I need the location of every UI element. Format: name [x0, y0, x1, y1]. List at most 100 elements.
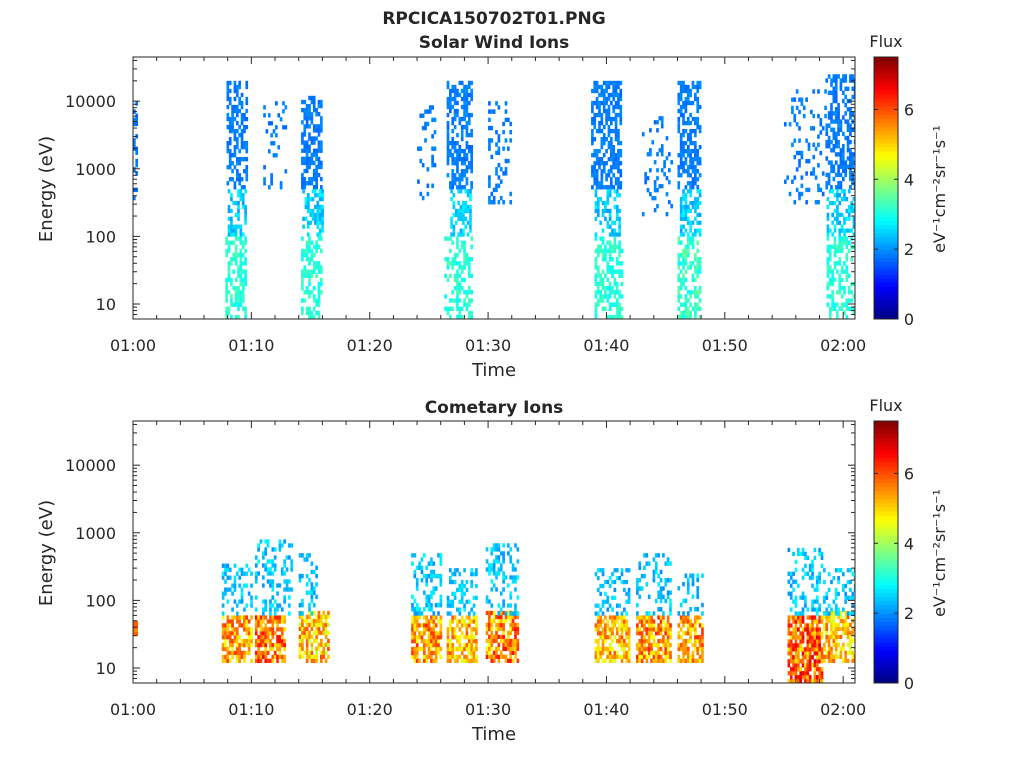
cometary-ions-flux-cell	[664, 639, 668, 644]
solar-wind-ions-flux-cell	[226, 140, 230, 146]
cometary-ions-flux-cell	[613, 635, 617, 640]
cometary-ions-flux-cell	[830, 579, 833, 585]
solar-wind-ions-flux-cell	[826, 228, 830, 233]
solar-wind-ions-colorbar-segment	[874, 102, 898, 107]
solar-wind-ions-flux-cell	[263, 105, 266, 110]
solar-wind-ions-flux-cell	[495, 187, 498, 193]
solar-wind-ions-flux-cell	[240, 157, 244, 162]
cometary-ions-flux-cell	[601, 635, 605, 640]
cometary-ions-flux-cell	[233, 563, 237, 568]
cometary-ions-flux-cell	[460, 595, 464, 600]
solar-wind-ions-flux-cell	[310, 269, 314, 274]
solar-wind-ions-flux-cell	[793, 200, 797, 205]
solar-wind-ions-flux-cell	[677, 306, 681, 312]
cometary-ions-y-tick-label: 10000	[65, 456, 116, 475]
solar-wind-ions-flux-cell	[321, 224, 324, 229]
cometary-ions-flux-cell	[640, 639, 644, 644]
solar-wind-ions-flux-cell	[314, 216, 317, 221]
solar-wind-ions-flux-cell	[684, 197, 688, 202]
solar-wind-ions-flux-cell	[463, 96, 466, 102]
cometary-ions-flux-cell	[514, 634, 517, 640]
solar-wind-ions-flux-cell	[467, 314, 471, 320]
solar-wind-ions-flux-cell	[832, 111, 836, 116]
cometary-ions-colorbar-segment	[874, 498, 898, 504]
cometary-ions-flux-cell	[269, 642, 272, 648]
cometary-ions-flux-cell	[832, 576, 836, 581]
cometary-ions-flux-cell	[235, 650, 239, 656]
solar-wind-ions-flux-cell	[684, 96, 688, 102]
solar-wind-ions-flux-cell	[684, 193, 688, 198]
solar-wind-ions-colorbar-segment	[874, 220, 898, 226]
solar-wind-ions-flux-cell	[619, 173, 623, 178]
solar-wind-ions-flux-cell	[458, 273, 462, 278]
solar-wind-ions-flux-cell	[451, 257, 455, 262]
cometary-ions-flux-cell	[278, 635, 282, 640]
solar-wind-ions-flux-cell	[460, 157, 464, 162]
cometary-ions-flux-cell	[271, 631, 275, 636]
cometary-ions-flux-cell	[298, 626, 302, 632]
cometary-ions-flux-cell	[820, 555, 824, 561]
solar-wind-ions-flux-cell	[686, 136, 690, 142]
solar-wind-ions-flux-cell	[305, 148, 309, 153]
solar-wind-ions-flux-cell	[460, 161, 464, 166]
cometary-ions-flux-cell	[312, 618, 316, 624]
solar-wind-ions-flux-cell	[317, 314, 321, 320]
cometary-ions-flux-cell	[434, 635, 438, 640]
solar-wind-ions-flux-cell	[614, 128, 618, 134]
cometary-ions-flux-cell	[269, 559, 272, 564]
solar-wind-ions-flux-cell	[684, 244, 688, 250]
solar-wind-ions-flux-cell	[469, 212, 472, 217]
solar-wind-ions-flux-cell	[613, 290, 617, 295]
cometary-ions-flux-cell	[516, 611, 520, 616]
solar-wind-ions-flux-cell	[275, 101, 278, 106]
solar-wind-ions-flux-cell	[832, 168, 836, 174]
cometary-ions-flux-cell	[789, 607, 793, 612]
solar-wind-ions-flux-cell	[492, 195, 496, 201]
cometary-ions-flux-cell	[458, 611, 462, 616]
cometary-ions-flux-cell	[451, 654, 455, 660]
cometary-ions-flux-cell	[301, 654, 304, 659]
cometary-ions-flux-cell	[604, 579, 607, 585]
cometary-ions-flux-cell	[413, 611, 417, 616]
cometary-ions-flux-cell	[425, 623, 429, 628]
solar-wind-ions-flux-cell	[682, 265, 685, 270]
solar-wind-ions-flux-cell	[449, 314, 452, 320]
cometary-ions-flux-cell	[797, 583, 800, 588]
cometary-ions-colorbar-segment	[874, 478, 898, 483]
solar-wind-ions-flux-cell	[689, 302, 692, 307]
cometary-ions-flux-cell	[823, 626, 826, 632]
solar-wind-ions-flux-cell	[679, 165, 683, 170]
solar-wind-ions-flux-cell	[263, 181, 266, 186]
solar-wind-ions-flux-cell	[698, 228, 702, 233]
solar-wind-ions-flux-cell	[463, 157, 466, 162]
solar-wind-ions-flux-cell	[446, 261, 450, 266]
solar-wind-ions-flux-cell	[608, 302, 612, 307]
solar-wind-ions-flux-cell	[817, 183, 820, 189]
cometary-ions-flux-cell	[820, 651, 824, 656]
cometary-ions-flux-cell	[599, 619, 603, 624]
cometary-ions-flux-cell	[638, 627, 642, 632]
solar-wind-ions-flux-cell	[230, 314, 233, 320]
cometary-ions-flux-cell	[492, 614, 496, 620]
cometary-ions-flux-cell	[221, 658, 225, 663]
solar-wind-ions-flux-cell	[607, 104, 611, 110]
solar-wind-ions-flux-cell	[228, 80, 232, 86]
cometary-ions-flux-cell	[456, 568, 459, 573]
cometary-ions-flux-cell	[470, 650, 473, 656]
cometary-ions-flux-cell	[677, 631, 681, 636]
solar-wind-ions-flux-cell	[303, 99, 307, 105]
solar-wind-ions-flux-cell	[691, 236, 695, 241]
solar-wind-ions-flux-cell	[845, 244, 849, 250]
solar-wind-ions-flux-cell	[607, 140, 611, 146]
solar-wind-ions-flux-cell	[301, 257, 304, 262]
solar-wind-ions-flux-cell	[232, 269, 236, 274]
solar-wind-ions-flux-cell	[614, 136, 618, 142]
solar-wind-ions-flux-cell	[846, 119, 850, 124]
cometary-ions-flux-cell	[689, 635, 692, 640]
solar-wind-ions-flux-cell	[653, 184, 657, 189]
solar-wind-ions-flux-cell	[509, 138, 513, 143]
cometary-ions-flux-cell	[432, 573, 436, 579]
cometary-ions-flux-cell	[422, 573, 426, 579]
cometary-ions-flux-cell	[425, 573, 429, 579]
